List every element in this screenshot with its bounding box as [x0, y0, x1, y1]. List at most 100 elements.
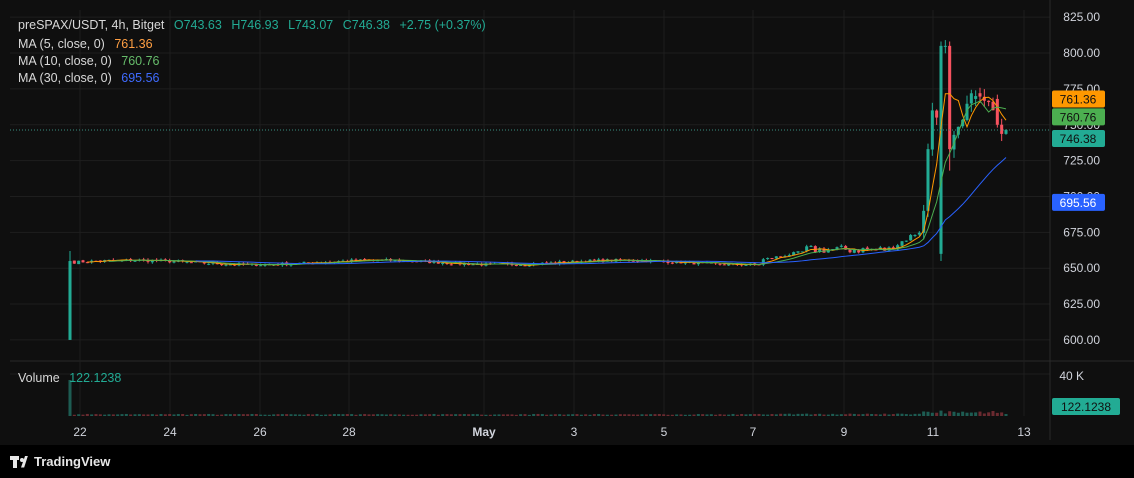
volume-bar	[718, 414, 722, 416]
candle-body	[848, 249, 852, 253]
volume-bar	[748, 414, 752, 416]
volume-bar	[809, 414, 813, 416]
volume-bar	[107, 414, 111, 416]
volume-bar	[250, 413, 254, 416]
price-label-badge	[1052, 108, 1105, 126]
volume-bar	[822, 414, 826, 416]
volume-bar	[566, 414, 570, 416]
volume-bar	[215, 414, 219, 416]
time-tick-label: 26	[253, 425, 267, 439]
candle-body	[948, 45, 952, 150]
volume-bar	[189, 414, 193, 416]
volume-bar	[228, 414, 232, 416]
volume-bar	[484, 414, 488, 416]
volume-bar	[142, 414, 146, 416]
candle-body	[982, 96, 986, 101]
volume-bar	[198, 414, 202, 416]
volume-bar	[549, 414, 553, 416]
time-tick-label: 9	[841, 425, 848, 439]
volume-bar	[627, 414, 631, 416]
tradingview-logo[interactable]: TradingView	[10, 454, 110, 469]
candle-body	[471, 264, 475, 266]
time-tick-label: 7	[750, 425, 757, 439]
candle-body	[202, 262, 206, 264]
volume-label-badge	[1052, 398, 1120, 415]
volume-bar	[757, 413, 761, 416]
volume-bar	[129, 414, 133, 416]
volume-bar	[766, 414, 770, 416]
candle-body	[818, 248, 822, 253]
volume-bar	[454, 414, 458, 416]
candle-body	[211, 262, 215, 264]
volume-bar	[631, 414, 635, 416]
volume-bar	[735, 414, 739, 416]
candle-body	[956, 126, 960, 135]
volume-bar	[306, 414, 310, 416]
candle-body	[727, 263, 731, 266]
candle-body	[514, 264, 518, 266]
volume-bar	[896, 413, 900, 416]
candle-body	[571, 260, 575, 262]
volume-bar	[276, 414, 280, 416]
volume-bar	[358, 414, 362, 416]
volume-bar	[159, 414, 163, 416]
volume-bar	[696, 414, 700, 416]
volume-bar	[419, 414, 423, 416]
volume-bar	[978, 411, 982, 416]
volume-bar	[328, 414, 332, 416]
candle-body	[592, 259, 596, 261]
candle-body	[943, 45, 947, 47]
candle-body	[562, 261, 566, 264]
volume-bar	[341, 414, 345, 416]
volume-bar	[354, 414, 358, 416]
volume-bar	[462, 414, 466, 416]
volume-bar	[415, 414, 419, 416]
price-tick-label: 675.00	[1063, 225, 1100, 239]
volume-bar	[844, 414, 848, 416]
ma30-legend[interactable]: MA (30, close, 0) 695.56	[18, 71, 166, 85]
candle-body	[670, 262, 674, 264]
time-tick-label: 28	[342, 425, 356, 439]
volume-bar	[618, 414, 622, 416]
time-tick-label: 11	[927, 425, 940, 439]
volume-bar	[514, 414, 518, 416]
volume-bar	[597, 414, 601, 416]
volume-bar	[900, 413, 904, 416]
volume-bar	[874, 414, 878, 416]
volume-bar	[939, 410, 943, 416]
candle-body	[436, 261, 440, 264]
volume-bar	[367, 414, 371, 416]
symbol-label[interactable]: preSPAX/USDT, 4h, Bitget	[18, 18, 165, 32]
candle-body	[220, 264, 224, 266]
ma5-legend[interactable]: MA (5, close, 0) 761.36	[18, 37, 159, 51]
volume-legend[interactable]: Volume 122.1238	[18, 371, 127, 385]
candle-body	[449, 264, 453, 266]
volume-bar	[722, 414, 726, 416]
candle-body	[909, 235, 913, 241]
candle-body	[441, 263, 445, 265]
volume-bar	[532, 413, 536, 416]
volume-bar	[610, 414, 614, 416]
volume-bar	[254, 413, 258, 416]
volume-bar	[224, 414, 228, 416]
candle-body	[904, 240, 908, 242]
volume-bar	[813, 414, 817, 416]
candle-body	[965, 103, 969, 121]
volume-bar	[861, 414, 865, 416]
volume-bar	[592, 414, 596, 416]
time-tick-label: May	[472, 425, 496, 439]
candle-body	[133, 260, 137, 262]
candle-body	[597, 259, 601, 261]
time-tick-label: 13	[1017, 425, 1031, 439]
candle-body	[77, 260, 81, 265]
candle-body	[800, 251, 804, 253]
volume-bar	[458, 414, 462, 416]
volume-bar	[523, 414, 527, 416]
candle-body	[85, 262, 89, 264]
ma10-legend[interactable]: MA (10, close, 0) 760.76	[18, 54, 166, 68]
candle-body	[744, 264, 748, 266]
volume-bar	[393, 414, 397, 416]
volume-bar	[805, 413, 809, 416]
candle-body	[900, 241, 904, 246]
